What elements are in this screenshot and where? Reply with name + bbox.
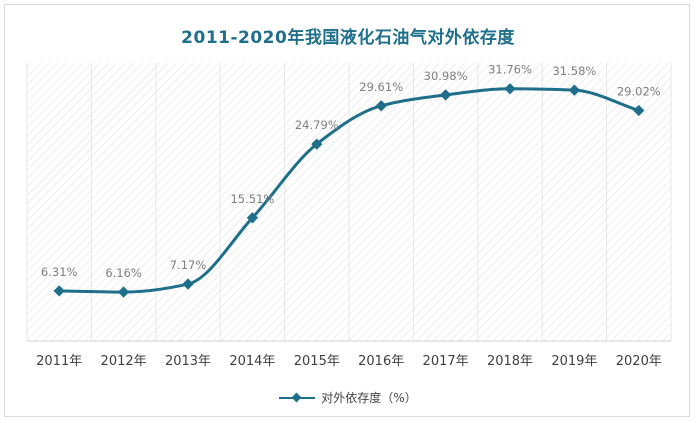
data-label: 6.31%: [41, 265, 78, 279]
data-label: 30.98%: [424, 69, 468, 83]
x-tick-label: 2017年: [423, 354, 469, 369]
x-tick-label: 2015年: [294, 354, 340, 369]
data-label: 7.17%: [170, 258, 207, 272]
legend-swatch: [279, 392, 316, 403]
data-point[interactable]: [182, 278, 194, 290]
data-label: 29.02%: [617, 84, 661, 98]
chart-title: 2011-2020年我国液化石油气对外依存度: [181, 28, 515, 48]
x-tick-label: 2019年: [551, 354, 597, 369]
line-chart: 6.31% 6.16% 7.17% 15.51% 24.79% 29.61% 30.98% 3…: [26, 63, 672, 369]
x-tick-label: 2012年: [101, 354, 147, 369]
data-label: 31.76%: [488, 63, 532, 77]
x-tick-label: 2011年: [36, 354, 82, 369]
grid-lines: [26, 63, 672, 341]
legend-label: 对外依存度（%）: [321, 391, 417, 405]
data-label: 31.58%: [552, 64, 596, 78]
data-label: 6.16%: [105, 266, 142, 280]
data-label: 29.61%: [359, 80, 403, 94]
data-point[interactable]: [311, 138, 323, 150]
x-tick-label: 2013年: [165, 354, 211, 369]
x-tick-label: 2020年: [616, 354, 662, 369]
data-label: 24.79%: [295, 118, 339, 132]
data-label: 15.51%: [230, 192, 274, 206]
chart-frame: 2011-2020年我国液化石油气对外依存度 6.31% 6.16% 7.17% 15…: [4, 4, 690, 417]
x-tick-label: 2018年: [487, 354, 533, 369]
x-tick-labels: 2011年 2012年 2013年 2014年 2015年 2016年 2017年 2018年…: [36, 354, 662, 369]
x-tick-label: 2014年: [229, 354, 275, 369]
data-point[interactable]: [246, 212, 259, 224]
legend[interactable]: 对外依存度（%）: [5, 389, 691, 406]
series-line: [59, 87, 640, 294]
x-tick-label: 2016年: [358, 354, 404, 369]
data-point[interactable]: [53, 285, 65, 297]
legend-marker-icon: [291, 392, 302, 402]
